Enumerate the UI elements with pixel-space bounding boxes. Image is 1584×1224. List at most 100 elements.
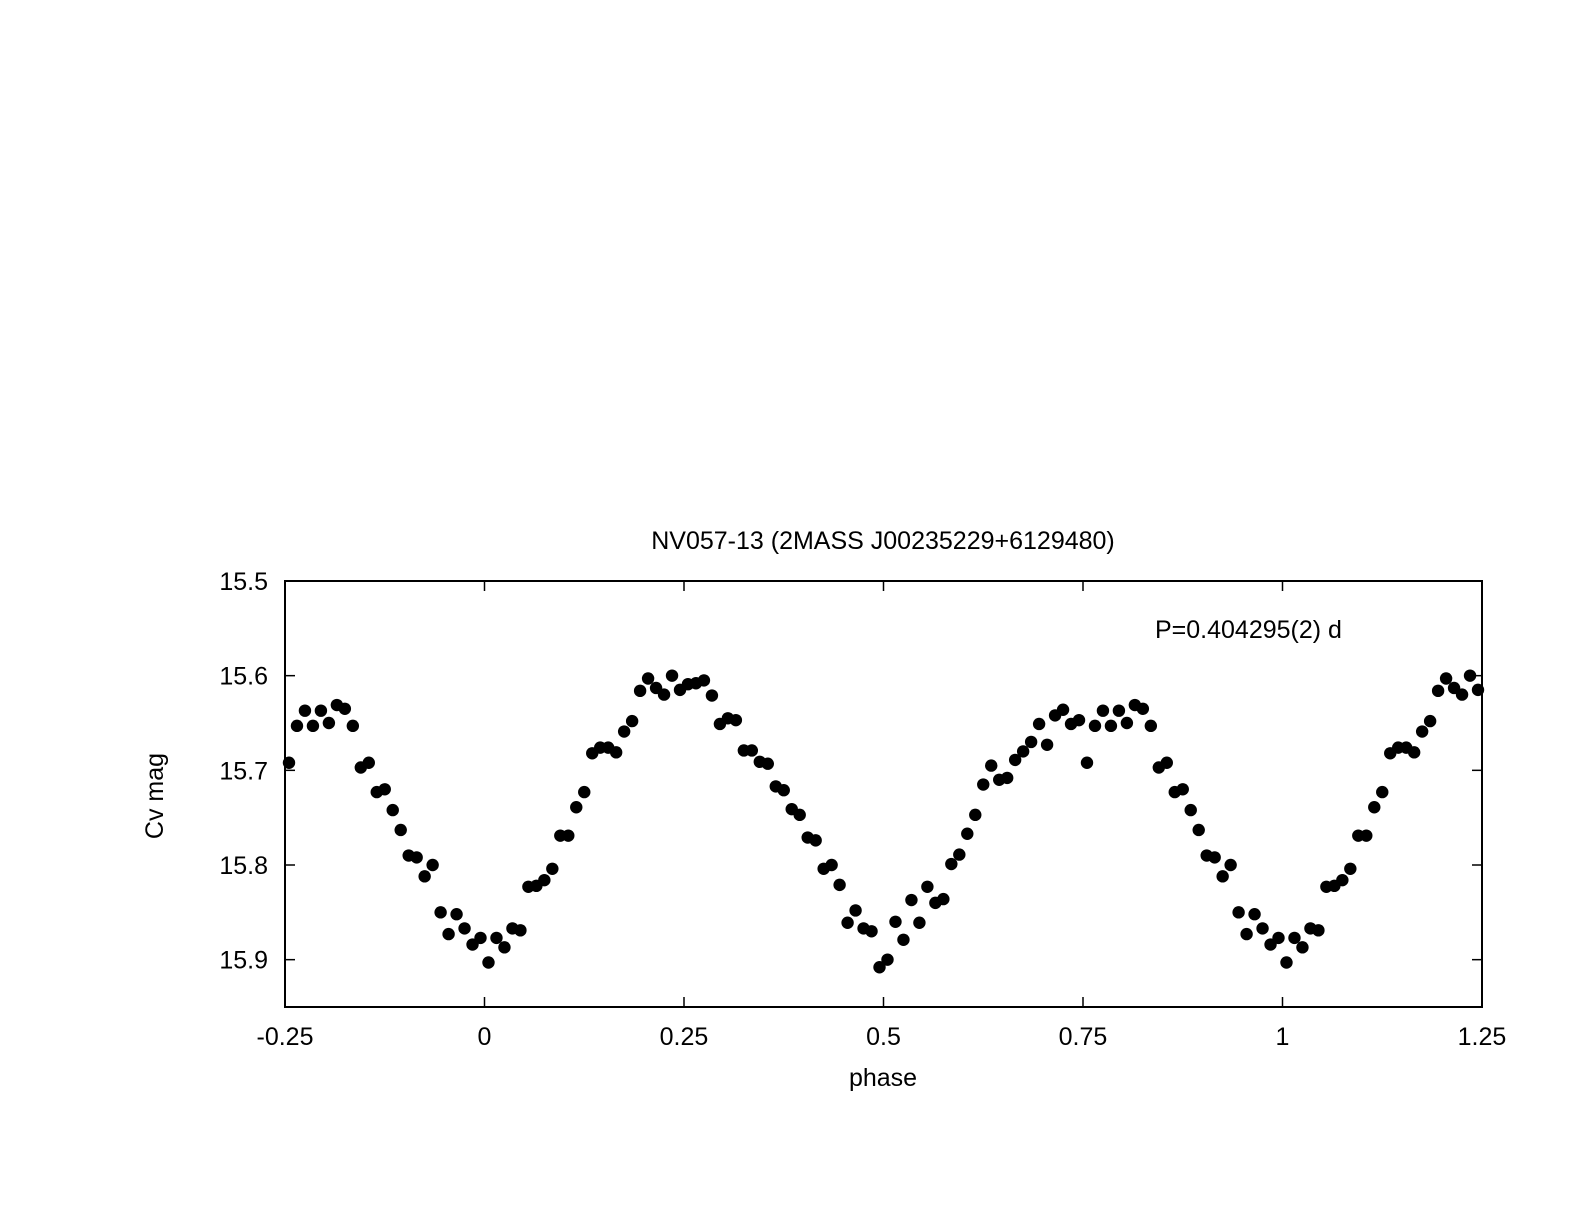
data-point <box>458 922 471 935</box>
x-tick-label: 1 <box>1276 1023 1290 1051</box>
data-point <box>1280 956 1293 969</box>
data-point <box>290 719 304 733</box>
data-point <box>394 823 407 837</box>
data-point <box>314 704 328 717</box>
data-point <box>578 785 591 799</box>
data-point <box>953 848 966 861</box>
data-point <box>625 714 639 728</box>
data-point <box>338 702 352 715</box>
data-point <box>969 808 982 822</box>
data-point <box>434 906 447 919</box>
y-tick-label: 15.7 <box>219 757 268 785</box>
axis-tick-labels: -0.25 0 0.25 0.5 0.75 1 1.25 15.5 15.6 15.7 15.8 15… <box>219 568 1506 1051</box>
data-point <box>1096 704 1110 717</box>
data-point <box>1216 870 1229 883</box>
data-point <box>490 931 503 945</box>
data-point <box>1160 756 1173 769</box>
data-point <box>1463 669 1477 682</box>
data-point <box>809 834 822 847</box>
data-point <box>937 892 950 906</box>
data-point <box>538 873 551 887</box>
data-point <box>1248 908 1261 921</box>
data-point <box>697 674 711 687</box>
data-point <box>546 862 559 875</box>
data-point <box>362 756 375 769</box>
data-point <box>1288 931 1301 945</box>
data-point <box>897 933 910 946</box>
data-point <box>1032 717 1046 731</box>
data-point <box>570 801 583 814</box>
data-point <box>1344 862 1357 875</box>
data-point <box>825 858 838 872</box>
data-point <box>1224 858 1237 872</box>
data-point <box>977 778 990 791</box>
data-point <box>498 941 511 954</box>
data-point <box>1415 725 1429 738</box>
data-point <box>913 916 926 929</box>
data-point <box>1232 906 1245 919</box>
data-point <box>665 669 679 682</box>
data-point <box>386 803 399 817</box>
data-point <box>985 759 998 772</box>
x-tick-label: 0 <box>478 1023 492 1051</box>
data-point <box>378 783 391 796</box>
data-point <box>961 827 974 840</box>
data-point <box>442 927 455 941</box>
data-point <box>1455 688 1469 701</box>
data-point <box>729 713 743 727</box>
data-points <box>282 669 1485 974</box>
data-point <box>482 956 495 969</box>
data-point <box>1144 719 1158 733</box>
data-point <box>745 744 759 757</box>
data-point <box>1136 702 1150 715</box>
data-point <box>1184 803 1197 817</box>
data-point <box>1104 719 1118 733</box>
x-tick-label: 0.25 <box>660 1023 709 1051</box>
data-point <box>1080 756 1094 769</box>
data-point <box>1088 719 1102 733</box>
data-point <box>833 878 846 892</box>
x-axis-label: phase <box>849 1064 917 1092</box>
data-point <box>306 719 320 733</box>
data-point <box>1072 713 1086 727</box>
data-point <box>793 808 806 822</box>
data-point <box>1368 801 1381 814</box>
data-point <box>777 784 790 797</box>
data-point <box>418 870 431 883</box>
data-point <box>873 961 886 974</box>
data-point <box>1296 941 1309 954</box>
data-point <box>657 688 671 701</box>
data-point <box>474 931 487 945</box>
data-point <box>1256 922 1269 935</box>
data-point <box>609 746 623 759</box>
data-point <box>1376 785 1389 799</box>
x-tick-label: 0.75 <box>1059 1023 1108 1051</box>
data-point <box>905 893 918 907</box>
data-point <box>1112 704 1126 717</box>
data-point <box>1008 753 1022 767</box>
x-tick-label: -0.25 <box>257 1023 314 1051</box>
data-point <box>617 725 631 738</box>
x-tick-label: 0.5 <box>866 1023 901 1051</box>
data-point <box>1016 745 1030 758</box>
data-point <box>881 953 894 966</box>
data-point <box>426 858 439 872</box>
data-point <box>298 704 312 717</box>
data-point <box>1272 931 1285 945</box>
data-point <box>1208 851 1221 864</box>
data-point <box>410 851 423 864</box>
data-point <box>1176 783 1189 796</box>
data-point <box>1192 823 1205 837</box>
data-point <box>641 672 655 685</box>
data-point <box>1360 829 1373 842</box>
data-point <box>889 915 902 928</box>
y-tick-label: 15.9 <box>219 947 268 975</box>
data-point <box>346 719 360 733</box>
data-point <box>1024 735 1038 749</box>
data-point <box>849 904 862 917</box>
data-point <box>1040 738 1054 751</box>
data-point <box>633 684 647 698</box>
data-point <box>1423 714 1437 728</box>
x-tick-label: 1.25 <box>1458 1023 1507 1051</box>
data-point <box>450 908 463 921</box>
